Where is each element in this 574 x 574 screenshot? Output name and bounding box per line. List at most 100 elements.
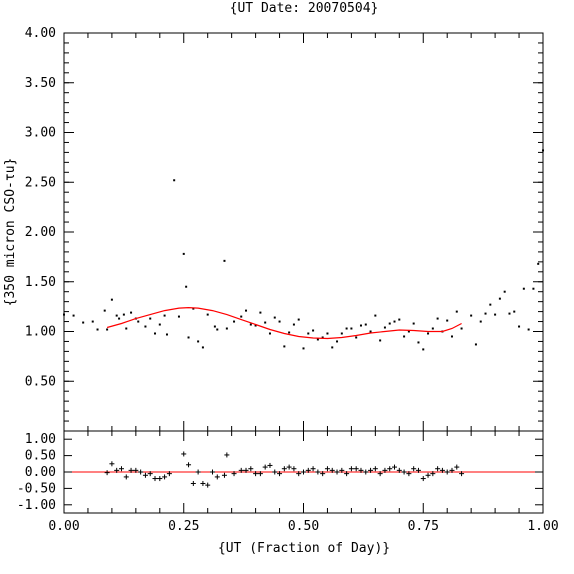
data-point <box>455 310 458 313</box>
data-point <box>470 314 473 317</box>
residual-point <box>406 471 412 477</box>
data-point <box>187 336 190 339</box>
x-tick-label: 1.00 <box>527 519 558 534</box>
data-point <box>350 327 353 330</box>
residual-point <box>214 474 220 480</box>
data-point <box>158 323 161 326</box>
y-tick-label: 1.50 <box>25 275 56 290</box>
data-point <box>474 343 477 346</box>
y-tick-label: 3.50 <box>25 76 56 91</box>
residual-point <box>142 472 148 478</box>
data-point <box>118 317 121 320</box>
data-point <box>393 320 396 323</box>
data-point <box>407 330 410 333</box>
data-point <box>307 332 310 335</box>
residual-point <box>162 474 168 480</box>
residual-point <box>329 467 335 473</box>
residual-point <box>231 471 237 477</box>
data-point <box>254 324 257 327</box>
y-tick-label: 0.50 <box>25 374 56 389</box>
data-point <box>460 327 463 330</box>
residual-point <box>281 466 287 472</box>
data-point <box>163 314 166 317</box>
data-point <box>427 332 430 335</box>
y-tick-label: 1.00 <box>25 325 56 340</box>
residual-point <box>382 467 388 473</box>
data-point <box>259 311 262 314</box>
data-point <box>297 318 300 321</box>
data-point <box>177 315 180 318</box>
residual-point <box>133 467 139 473</box>
residual-point <box>363 469 369 475</box>
data-point <box>383 326 386 329</box>
data-point <box>122 313 125 316</box>
residual-point <box>344 471 350 477</box>
data-point <box>110 298 113 301</box>
residual-point <box>444 469 450 475</box>
data-point <box>268 332 271 335</box>
data-point <box>479 320 482 323</box>
data-point <box>115 314 118 317</box>
residual-point <box>243 467 249 473</box>
residual-point <box>186 462 192 468</box>
residual-point <box>420 476 426 482</box>
residual-points <box>104 451 465 488</box>
residual-point <box>449 467 455 473</box>
residual-point <box>138 469 144 475</box>
x-tick-label: 0.50 <box>288 519 319 534</box>
residual-point <box>257 471 263 477</box>
data-point <box>403 335 406 338</box>
data-point <box>532 287 535 290</box>
data-point <box>245 309 248 312</box>
data-point <box>374 314 377 317</box>
residual-point <box>104 470 110 476</box>
main-plot-panel: 4.00 3.50 3.00 2.50 2.00 1.50 1.00 0.50 <box>25 26 544 432</box>
data-point <box>96 328 99 331</box>
data-point <box>355 336 358 339</box>
residual-point <box>147 471 153 477</box>
data-point <box>197 340 200 343</box>
residual-point <box>166 471 172 477</box>
y-tick-label: 2.00 <box>25 225 56 240</box>
data-point <box>359 324 362 327</box>
data-point <box>249 323 252 326</box>
data-point <box>273 316 276 319</box>
y-tick-label: 4.00 <box>25 26 56 41</box>
data-point <box>388 322 391 325</box>
data-point <box>542 149 544 152</box>
residual-point <box>353 466 359 472</box>
residual-point <box>181 451 187 457</box>
data-point <box>484 312 487 315</box>
residual-point <box>334 469 340 475</box>
residual-point <box>248 466 254 472</box>
residual-y-tick-label: -1.00 <box>17 498 56 513</box>
residual-point <box>454 464 460 470</box>
data-point <box>233 320 236 323</box>
chart-title: {UT Date: 20070504} <box>230 1 379 16</box>
residual-point <box>301 469 306 475</box>
y-tick-label: 3.00 <box>25 126 56 141</box>
data-point <box>417 341 420 344</box>
data-point <box>513 310 516 313</box>
residual-point <box>411 466 417 472</box>
residual-point <box>195 469 201 475</box>
data-point <box>103 309 106 312</box>
data-point <box>283 345 286 348</box>
data-point <box>345 327 348 330</box>
data-point <box>312 329 315 332</box>
residual-point <box>310 466 316 472</box>
data-point <box>223 259 226 262</box>
residual-plot-panel: 1.000.500.00-0.50-1.00 0.00 0.25 0.50 0.75 1… <box>17 430 559 534</box>
data-point <box>292 323 295 326</box>
data-point <box>154 332 157 335</box>
data-point <box>398 318 401 321</box>
residual-point <box>358 467 364 473</box>
data-point <box>165 333 168 336</box>
residual-point <box>392 464 398 470</box>
residual-point <box>435 466 441 472</box>
data-point <box>369 330 372 333</box>
data-point <box>498 297 501 300</box>
data-point <box>216 328 219 331</box>
residual-point <box>425 472 431 478</box>
data-point <box>63 313 65 316</box>
